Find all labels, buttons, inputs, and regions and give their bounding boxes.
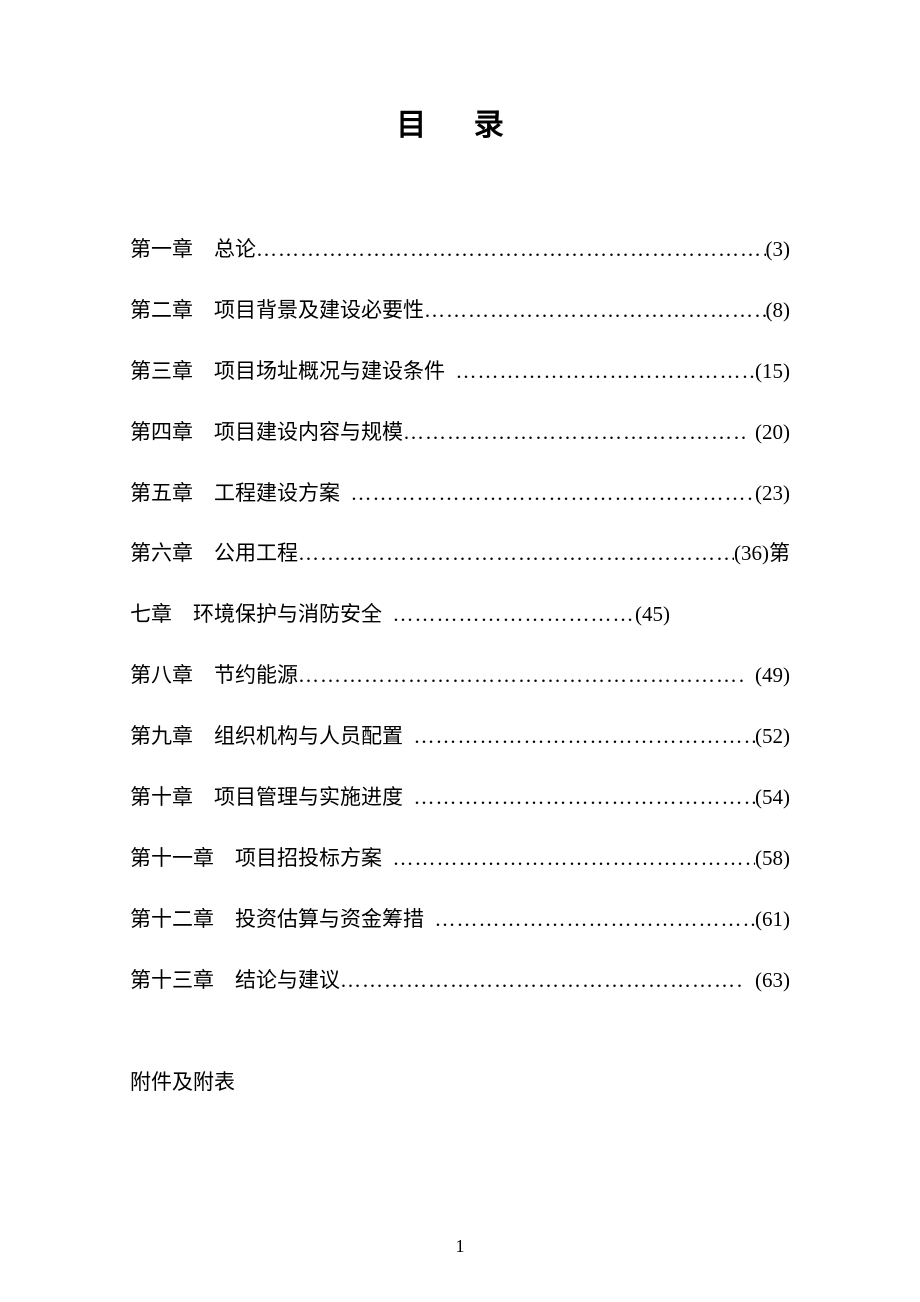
toc-chapter-name: 投资估算与资金筹措 <box>235 889 424 950</box>
toc-chapter-name: 环境保护与消防安全 <box>193 584 382 645</box>
page-number: 1 <box>0 1236 920 1257</box>
toc-entry: 第十二章 投资估算与资金筹措 (61) <box>130 889 790 950</box>
toc-chapter-label: 第六章 <box>130 523 193 584</box>
toc-chapter-label: 第一章 <box>130 219 193 280</box>
toc-leader-dots <box>393 828 756 889</box>
toc-list: 第一章 总论(3)第二章 项目背景及建设必要性(8)第三章 项目场址概况与建设条… <box>130 219 790 1011</box>
toc-chapter-label: 第五章 <box>130 463 193 524</box>
toc-leader-dots <box>456 341 756 402</box>
toc-entry: 第三章 项目场址概况与建设条件 (15) <box>130 341 790 402</box>
toc-page-number: (3) <box>766 219 791 280</box>
toc-page-number: (52) <box>755 706 790 767</box>
toc-leader-dots <box>403 402 745 463</box>
toc-gap <box>214 950 235 1011</box>
toc-page-number: (49) <box>755 645 790 706</box>
toc-leader-dots <box>414 767 756 828</box>
toc-entry: 第九章 组织机构与人员配置 (52) <box>130 706 790 767</box>
toc-entry: 第一章 总论 (3) <box>130 219 790 280</box>
toc-page-number: (63) <box>755 950 790 1011</box>
toc-chapter-name: 公用工程 <box>214 523 298 584</box>
toc-entry: 七章 环境保护与消防安全 (45) <box>130 584 670 645</box>
toc-entry: 第五章 工程建设方案 (23) <box>130 463 790 524</box>
toc-gap <box>193 645 214 706</box>
toc-gap <box>172 584 193 645</box>
toc-entry: 第十三章 结论与建议 (63) <box>130 950 790 1011</box>
toc-gap <box>214 889 235 950</box>
toc-chapter-name: 总论 <box>214 219 256 280</box>
toc-gap <box>193 402 214 463</box>
toc-page-number: (20) <box>755 402 790 463</box>
toc-chapter-name: 项目背景及建设必要性 <box>214 280 424 341</box>
toc-chapter-label: 第三章 <box>130 341 193 402</box>
toc-gap <box>193 280 214 341</box>
toc-chapter-label: 第十一章 <box>130 828 214 889</box>
toc-page-number: (45) <box>635 584 670 645</box>
toc-page-number: (8) <box>766 280 791 341</box>
toc-entry: 第四章 项目建设内容与规模 (20) <box>130 402 790 463</box>
toc-gap <box>193 463 214 524</box>
toc-chapter-name: 节约能源 <box>214 645 298 706</box>
toc-leader-dots <box>414 706 756 767</box>
toc-chapter-label: 七章 <box>130 584 172 645</box>
toc-title: 目 录 <box>130 100 790 144</box>
toc-chapter-label: 第十二章 <box>130 889 214 950</box>
appendix-label: 附件及附表 <box>130 1066 790 1096</box>
toc-chapter-label: 第八章 <box>130 645 193 706</box>
toc-page-number: (23) <box>755 463 790 524</box>
toc-gap <box>193 341 214 402</box>
toc-wrap-tail: 第 <box>769 523 790 584</box>
toc-leader-dots <box>256 219 766 280</box>
toc-entry: 第六章 公用工程 (36)第 <box>130 523 790 584</box>
toc-chapter-label: 第十章 <box>130 767 193 828</box>
toc-chapter-name: 项目建设内容与规模 <box>214 402 403 463</box>
toc-chapter-label: 第四章 <box>130 402 193 463</box>
toc-entry: 第十章 项目管理与实施进度 (54) <box>130 767 790 828</box>
toc-leader-dots <box>298 645 745 706</box>
toc-page-number: (58) <box>755 828 790 889</box>
toc-leader-dots <box>351 463 756 524</box>
document-page: 目 录 第一章 总论(3)第二章 项目背景及建设必要性(8)第三章 项目场址概况… <box>0 0 920 1302</box>
toc-gap <box>193 706 214 767</box>
toc-chapter-label: 第九章 <box>130 706 193 767</box>
toc-chapter-label: 第十三章 <box>130 950 214 1011</box>
toc-gap <box>193 767 214 828</box>
toc-leader-dots <box>340 950 745 1011</box>
toc-page-number: (61) <box>755 889 790 950</box>
toc-gap <box>193 219 214 280</box>
toc-chapter-name: 结论与建议 <box>235 950 340 1011</box>
toc-chapter-name: 项目管理与实施进度 <box>214 767 403 828</box>
toc-entry: 第十一章 项目招投标方案 (58) <box>130 828 790 889</box>
toc-page-number: (36) <box>734 523 769 584</box>
toc-chapter-name: 项目招投标方案 <box>235 828 382 889</box>
toc-gap <box>214 828 235 889</box>
toc-entry: 第二章 项目背景及建设必要性 (8) <box>130 280 790 341</box>
toc-page-number: (15) <box>755 341 790 402</box>
toc-chapter-name: 工程建设方案 <box>214 463 340 524</box>
toc-page-number: (54) <box>755 767 790 828</box>
toc-gap <box>193 523 214 584</box>
toc-leader-dots <box>424 280 766 341</box>
toc-leader-dots <box>393 584 636 645</box>
toc-chapter-name: 组织机构与人员配置 <box>214 706 403 767</box>
toc-entry: 第八章 节约能源 (49) <box>130 645 790 706</box>
toc-chapter-label: 第二章 <box>130 280 193 341</box>
toc-chapter-name: 项目场址概况与建设条件 <box>214 341 445 402</box>
toc-leader-dots <box>298 523 734 584</box>
toc-leader-dots <box>435 889 756 950</box>
